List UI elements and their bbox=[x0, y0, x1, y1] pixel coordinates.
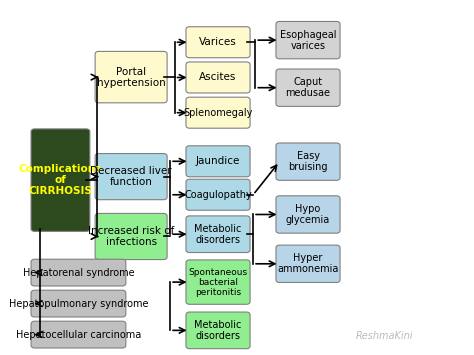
FancyBboxPatch shape bbox=[31, 259, 126, 286]
Text: Increased risk of
infections: Increased risk of infections bbox=[88, 226, 174, 247]
FancyBboxPatch shape bbox=[95, 154, 167, 200]
Text: Hepatopulmonary syndrome: Hepatopulmonary syndrome bbox=[9, 299, 148, 308]
Text: Splenomegaly: Splenomegaly bbox=[183, 108, 253, 118]
Text: ReshmaKini: ReshmaKini bbox=[356, 331, 414, 341]
FancyBboxPatch shape bbox=[276, 245, 340, 283]
Text: Easy
bruising: Easy bruising bbox=[288, 151, 328, 172]
FancyBboxPatch shape bbox=[186, 216, 250, 252]
Text: Jaundice: Jaundice bbox=[196, 156, 240, 166]
Text: Ascites: Ascites bbox=[200, 72, 237, 82]
FancyBboxPatch shape bbox=[31, 129, 90, 231]
FancyBboxPatch shape bbox=[186, 27, 250, 58]
FancyBboxPatch shape bbox=[31, 321, 126, 348]
FancyBboxPatch shape bbox=[186, 260, 250, 304]
Text: Spontaneous
bacterial
peritonitis: Spontaneous bacterial peritonitis bbox=[189, 268, 247, 297]
Text: Hepatocellular carcinoma: Hepatocellular carcinoma bbox=[16, 329, 141, 340]
FancyBboxPatch shape bbox=[276, 21, 340, 59]
Text: Hyper
ammonemia: Hyper ammonemia bbox=[277, 253, 339, 274]
Text: Hepatorenal syndrome: Hepatorenal syndrome bbox=[23, 268, 134, 278]
FancyBboxPatch shape bbox=[186, 179, 250, 210]
Text: Decreased liver
function: Decreased liver function bbox=[91, 166, 172, 187]
Text: Esophageal
varices: Esophageal varices bbox=[280, 29, 336, 51]
Text: Metabolic
disorders: Metabolic disorders bbox=[194, 224, 242, 245]
FancyBboxPatch shape bbox=[186, 146, 250, 177]
FancyBboxPatch shape bbox=[95, 51, 167, 103]
Text: Coagulopathy: Coagulopathy bbox=[184, 190, 252, 200]
Text: Portal
hypertension: Portal hypertension bbox=[97, 66, 165, 88]
FancyBboxPatch shape bbox=[186, 97, 250, 128]
FancyBboxPatch shape bbox=[276, 69, 340, 106]
FancyBboxPatch shape bbox=[31, 290, 126, 317]
Text: Hypo
glycemia: Hypo glycemia bbox=[286, 204, 330, 225]
FancyBboxPatch shape bbox=[276, 196, 340, 233]
FancyBboxPatch shape bbox=[276, 143, 340, 180]
Text: Complications
of
CIRRHOSIS: Complications of CIRRHOSIS bbox=[19, 164, 102, 196]
FancyBboxPatch shape bbox=[95, 213, 167, 260]
FancyBboxPatch shape bbox=[186, 312, 250, 349]
Text: Metabolic
disorders: Metabolic disorders bbox=[194, 320, 242, 341]
Text: Varices: Varices bbox=[199, 37, 237, 47]
Text: Caput
medusae: Caput medusae bbox=[285, 77, 330, 98]
FancyBboxPatch shape bbox=[186, 62, 250, 93]
